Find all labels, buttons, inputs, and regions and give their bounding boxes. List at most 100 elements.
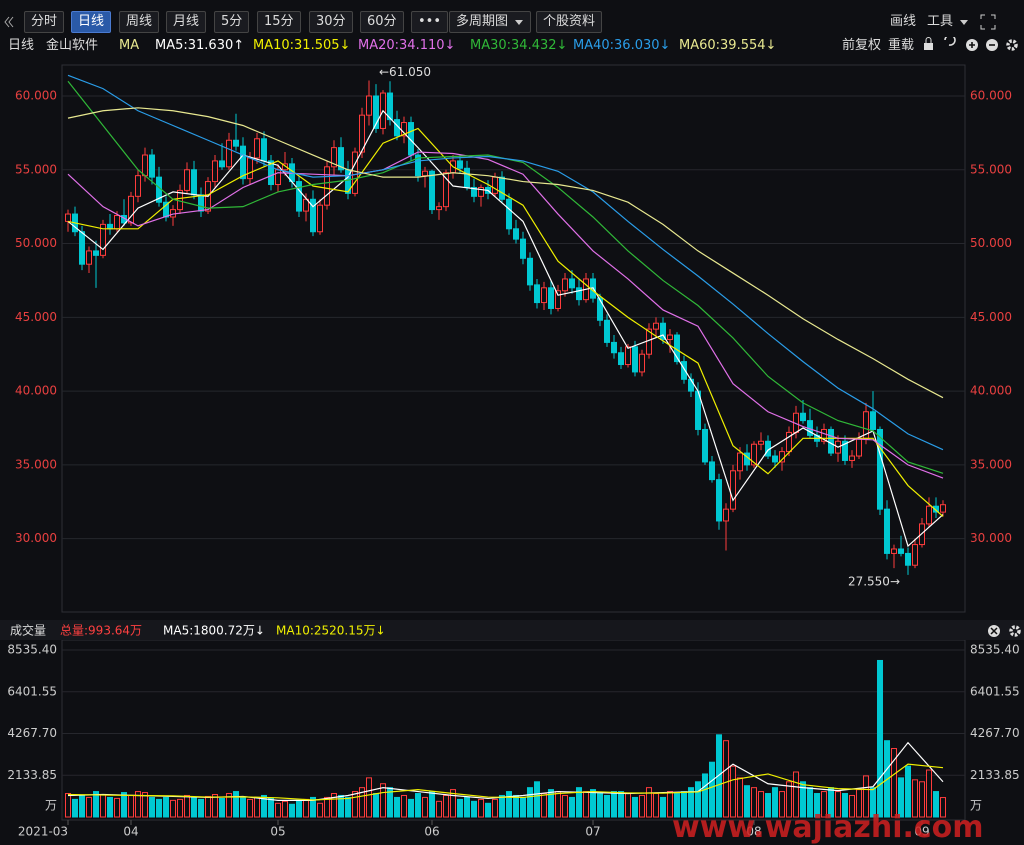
volume-bar [835,791,841,818]
volume-bar [457,798,463,818]
tab[interactable]: 分时 [24,11,65,33]
tab[interactable]: 周线 [119,11,160,33]
volume-bar [240,796,246,818]
candle-body [800,412,806,422]
volume-header-icons [988,625,1021,637]
reload[interactable]: 重载 [888,38,915,53]
volume-bar [534,781,540,818]
candle-body [268,160,274,186]
y-tick-label: 45.000 [970,310,1012,324]
ma-line [67,763,944,801]
collapse-icon[interactable] [4,15,14,29]
volume-bar [674,793,680,818]
volume-bar [373,793,379,818]
watermark: www.wajiazhi.com [672,810,984,845]
candle-body [324,166,330,206]
volume-bar [310,796,316,818]
y-tick-label: 30.000 [15,531,57,545]
x-tick-label: 06 [424,825,439,839]
volume-bar [877,659,883,818]
y-tick-label: 8535.40 [970,643,1020,657]
volume-bar [912,779,918,818]
volume-bar [597,793,603,818]
volume-bar [744,785,750,818]
candle-body [527,257,533,286]
candle-body [569,278,575,289]
candle-body [282,163,288,171]
volume-bar [863,775,869,818]
volume-bar [576,787,582,818]
volume-bar [604,794,610,818]
volume-bar [625,793,631,818]
candle-body [856,437,862,457]
candle-body [940,504,946,513]
y-tick-label: 55.000 [970,162,1012,176]
tab[interactable]: 30分 [309,11,353,33]
candle-body [191,169,197,196]
candle-body [730,470,736,510]
volume-bar [345,796,351,818]
volume-bar [583,791,589,818]
candle-body [422,170,428,177]
candle-body [688,378,694,392]
fullscreen-icon[interactable] [980,14,996,30]
tab[interactable]: 60分 [360,11,404,33]
tab[interactable]: 5分 [214,11,250,33]
ma-legend: MA20:34.110↓ [358,38,456,53]
candle-body [723,508,729,522]
volume-bar [478,798,484,818]
volume-bar [926,769,932,818]
volume-bar [870,787,876,818]
volume-bar [555,791,561,818]
volume-bar [667,791,673,818]
tool[interactable]: 工具 [927,14,954,29]
volume-bar [191,796,197,818]
volume-bar [135,791,141,818]
candle-body [548,287,554,309]
candle-body [114,215,120,230]
candle-body [387,92,393,121]
volume-bar [429,791,435,818]
candle-body [751,443,757,466]
tab[interactable]: ••• [411,11,449,33]
volume-bar [100,793,106,818]
volume-bar [660,796,666,818]
volume-bar [905,765,911,818]
volume-bar [765,793,771,818]
tab[interactable]: 多周期图 [449,11,532,33]
volume-bar [408,798,414,818]
volume-bar [72,798,78,818]
ma-line [67,127,944,517]
volume-bar [751,787,757,818]
volume-bar [436,800,442,818]
tab[interactable]: 日线 [71,11,112,33]
tool[interactable]: 画线 [890,14,917,29]
candle-body [611,341,617,354]
volume-bar [114,797,120,818]
volume-bar [422,796,428,818]
volume-bar [261,794,267,818]
volume-bar [156,798,162,818]
ma-legend: MA10:31.505↓ [253,38,351,53]
volume-bar [359,787,365,818]
volume-bar [380,783,386,818]
volume-bar [716,734,722,818]
candle-body [401,122,407,137]
y-tick-label: 2133.85 [7,768,57,782]
ma-legend: MA30:34.432↓ [470,38,568,53]
tab[interactable]: 个股资料 [536,11,603,33]
y-tick-label: 45.000 [15,310,57,324]
tab[interactable]: 月线 [166,11,207,33]
adjust[interactable]: 前复权 [842,38,882,53]
candle-body [828,428,834,454]
candle-body [849,455,855,461]
volume-bar [198,798,204,818]
candle-body [933,505,939,513]
candle-body [737,452,743,472]
ma-line [67,80,944,474]
volume-bar [415,793,421,818]
volume-bar [940,797,946,818]
candle-body [233,139,239,147]
candle-body [625,346,631,366]
tab[interactable]: 15分 [257,11,301,33]
